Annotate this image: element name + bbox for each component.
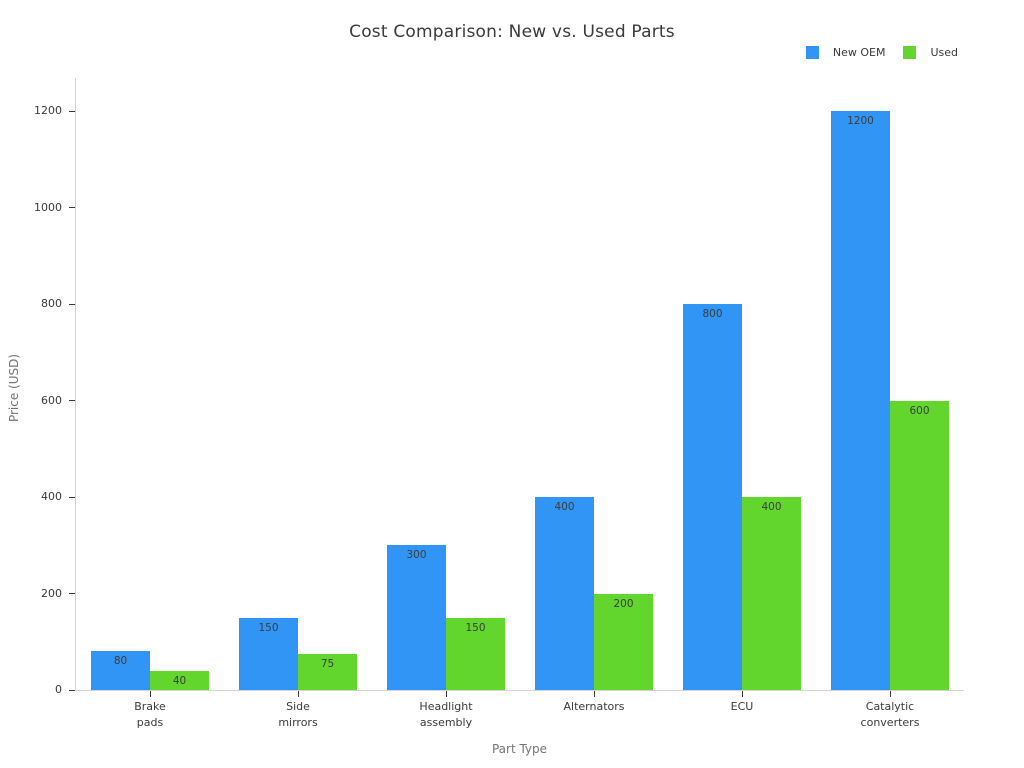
x-axis-tick xyxy=(297,691,299,697)
bar-new-oem-brake-pads: 80 xyxy=(91,651,150,690)
y-axis-tick-label: 0 xyxy=(55,683,62,696)
legend-label: Used xyxy=(930,46,958,59)
y-axis-tick xyxy=(69,496,75,498)
bar-value-label: 75 xyxy=(320,657,335,670)
legend-swatch-new-oem xyxy=(805,46,819,59)
y-axis-tick-label: 1000 xyxy=(34,200,62,214)
y-axis-tick xyxy=(69,303,75,305)
legend-label: New OEM xyxy=(832,46,886,59)
x-axis-tick xyxy=(889,691,891,697)
y-axis-tick xyxy=(69,689,75,691)
y-axis-tick-label: 400 xyxy=(41,490,62,503)
y-axis-tick xyxy=(69,207,75,208)
y-axis-tick-label: 600 xyxy=(41,393,62,407)
x-axis-tick-label-brake-pads: Brake pads xyxy=(134,700,166,729)
bar-used-side-mirrors: 75 xyxy=(298,653,357,690)
bar-value-label: 200 xyxy=(613,597,634,610)
bar-value-label: 800 xyxy=(702,308,723,320)
y-axis-tick-label: 1200 xyxy=(34,104,62,117)
bar-new-oem-catalytic-converters: 1200 xyxy=(831,111,890,690)
y-axis-title: Price (USD) xyxy=(7,353,21,423)
x-axis-tick xyxy=(149,691,151,697)
bar-used-brake-pads: 40 xyxy=(150,670,209,690)
y-axis-tick-label: 200 xyxy=(41,586,62,600)
bar-value-label: 40 xyxy=(172,674,187,687)
y-axis-tick xyxy=(69,593,75,594)
y-axis-tick-label: 800 xyxy=(41,297,62,310)
bar-value-label: 400 xyxy=(761,501,782,513)
chart-title: Cost Comparison: New vs. Used Parts xyxy=(349,22,675,42)
bar-value-label: 600 xyxy=(909,404,930,417)
bar-value-label: 1200 xyxy=(847,115,874,127)
x-axis-title: Part Type xyxy=(491,742,548,756)
x-axis-tick xyxy=(741,691,743,697)
bar-value-label: 150 xyxy=(465,621,486,634)
bar-value-label: 300 xyxy=(406,549,427,562)
x-axis-tick-label-catalytic-converters: Catalytic converters xyxy=(860,700,920,729)
legend-item-used: Used xyxy=(903,46,958,59)
bar-new-oem-ecu: 800 xyxy=(683,304,742,690)
y-axis-tick xyxy=(69,400,75,401)
bar-used-catalytic-converters: 600 xyxy=(890,400,949,690)
bar-value-label: 150 xyxy=(258,621,279,634)
x-axis-tick-label-side-mirrors: Side mirrors xyxy=(278,700,318,729)
bar-new-oem-side-mirrors: 150 xyxy=(239,617,298,690)
legend-item-new-oem: New OEM xyxy=(805,46,886,59)
bar-used-alternators: 200 xyxy=(594,593,653,690)
legend-swatch-used xyxy=(903,46,917,59)
x-axis-tick xyxy=(593,691,595,697)
y-axis-line xyxy=(75,78,76,691)
bar-new-oem-alternators: 400 xyxy=(535,497,594,690)
bar-used-headlight-assembly: 150 xyxy=(446,617,505,690)
bar-new-oem-headlight-assembly: 300 xyxy=(387,545,446,690)
x-axis-tick-label-alternators: Alternators xyxy=(563,700,625,713)
x-axis-tick-label-headlight-assembly: Headlight assembly xyxy=(419,700,473,729)
x-axis-tick-label-ecu: ECU xyxy=(730,700,754,713)
bar-value-label: 400 xyxy=(554,501,575,513)
bar-value-label: 80 xyxy=(113,655,128,668)
x-axis-tick xyxy=(445,691,447,697)
bar-used-ecu: 400 xyxy=(742,497,801,690)
y-axis-tick xyxy=(69,110,75,112)
x-axis-line xyxy=(75,690,964,691)
legend: New OEM Used xyxy=(805,46,958,59)
